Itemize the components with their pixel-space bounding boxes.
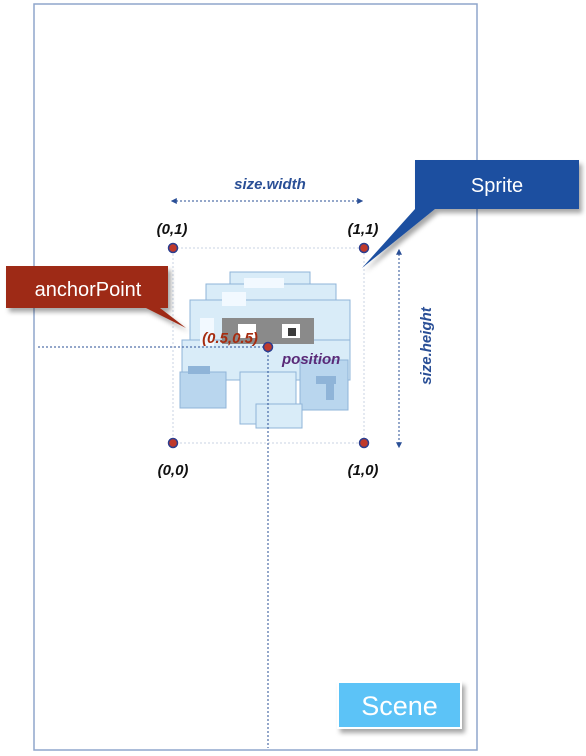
scene-badge: [337, 681, 462, 729]
anchor-dot: [262, 341, 274, 353]
corner-dot-top-right: [358, 242, 370, 254]
corner-label-top-left: (0,1): [157, 221, 188, 238]
anchor-value-label: (0.5,0.5): [202, 330, 258, 347]
corner-label-bottom-right: (1,0): [348, 462, 379, 479]
corner-label-top-right: (1,1): [348, 221, 379, 238]
anchor-point-callout-label: anchorPoint: [35, 279, 142, 301]
corner-dot-bottom-left: [167, 437, 179, 449]
position-label: position: [281, 351, 340, 368]
corner-dot-bottom-right: [358, 437, 370, 449]
corner-label-bottom-left: (0,0): [158, 462, 189, 479]
corner-dot-top-left: [167, 242, 179, 254]
size-height-label: size.height: [418, 306, 435, 385]
scene-badge-label: Scene: [361, 691, 438, 721]
anchor-point-callout: [6, 266, 186, 328]
sprite-callout-label: Sprite: [471, 175, 523, 197]
sprite-callout: [362, 160, 579, 268]
size-width-label: size.width: [234, 176, 306, 193]
pixel-ghost-icon: [179, 271, 351, 429]
